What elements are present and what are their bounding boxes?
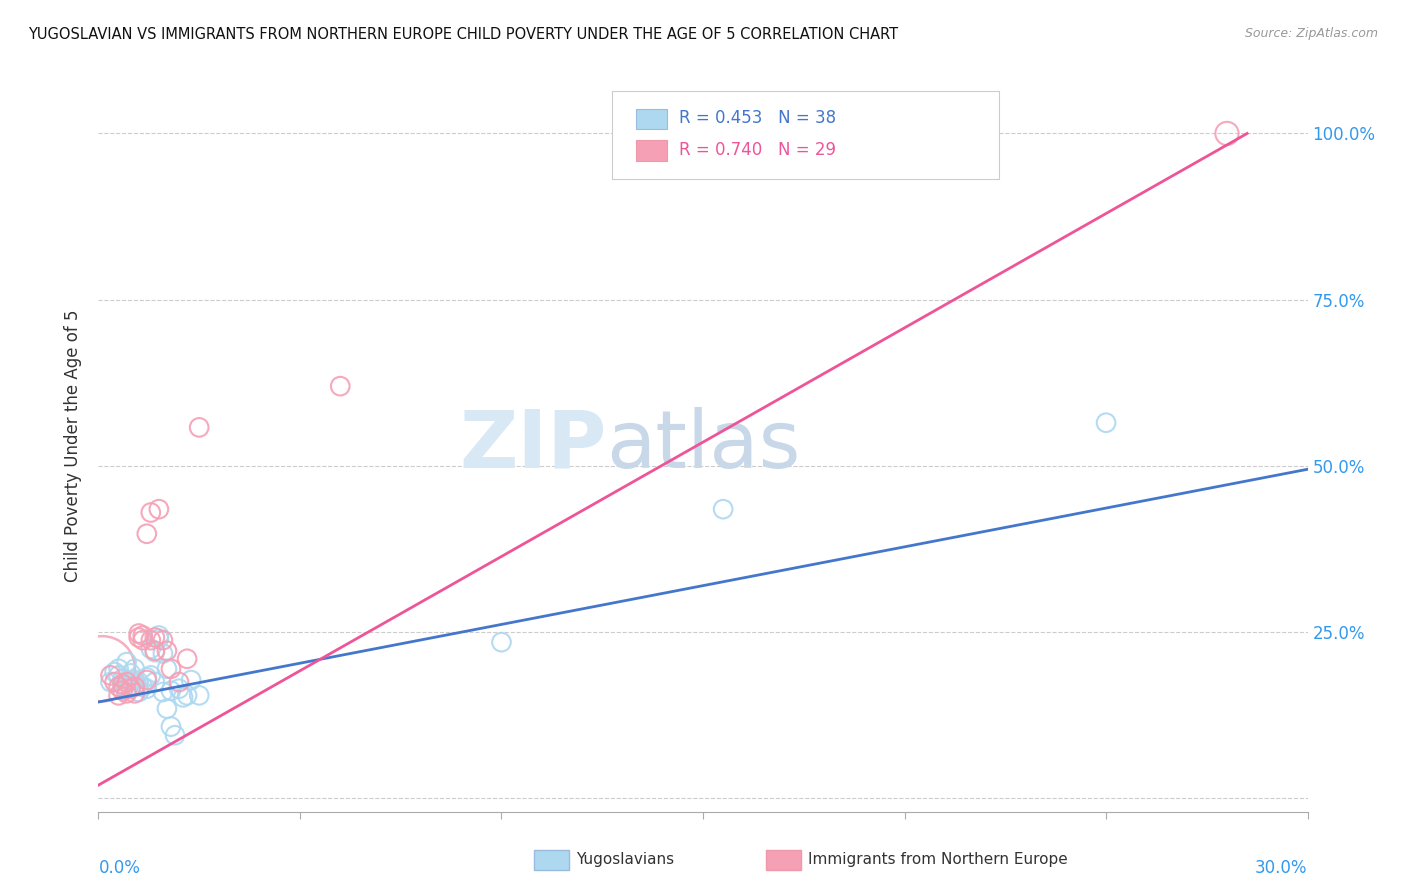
- Point: [135, 670, 157, 684]
- Point: [124, 662, 146, 676]
- Point: [135, 681, 157, 696]
- Text: atlas: atlas: [606, 407, 800, 485]
- Point: [100, 675, 122, 690]
- Point: [139, 641, 162, 656]
- Point: [148, 632, 170, 646]
- Point: [152, 633, 174, 648]
- Text: 0.0%: 0.0%: [98, 859, 141, 877]
- Point: [132, 680, 155, 694]
- Point: [491, 635, 513, 649]
- Point: [139, 506, 162, 520]
- Point: [128, 675, 150, 690]
- Text: R = 0.453   N = 38: R = 0.453 N = 38: [679, 109, 837, 127]
- Point: [111, 678, 134, 692]
- Point: [1216, 127, 1239, 141]
- FancyBboxPatch shape: [637, 109, 666, 129]
- Point: [143, 631, 166, 645]
- Point: [180, 673, 202, 687]
- Point: [143, 644, 166, 658]
- Point: [148, 628, 170, 642]
- Point: [160, 662, 183, 676]
- Text: ZIP: ZIP: [458, 407, 606, 485]
- Point: [160, 683, 183, 698]
- FancyBboxPatch shape: [613, 91, 1000, 179]
- Point: [139, 633, 162, 648]
- Point: [103, 665, 125, 679]
- Point: [128, 626, 150, 640]
- Text: 30.0%: 30.0%: [1256, 859, 1308, 877]
- Point: [120, 666, 142, 681]
- Point: [111, 683, 134, 698]
- Point: [152, 647, 174, 661]
- Point: [167, 681, 190, 696]
- Point: [813, 127, 835, 141]
- Point: [107, 680, 129, 694]
- Point: [124, 673, 146, 687]
- Point: [120, 675, 142, 690]
- Point: [139, 668, 162, 682]
- Point: [111, 672, 134, 686]
- Point: [107, 668, 129, 682]
- Point: [107, 662, 129, 676]
- Point: [132, 633, 155, 648]
- Point: [115, 686, 138, 700]
- FancyBboxPatch shape: [637, 140, 666, 161]
- Point: [128, 685, 150, 699]
- Point: [143, 675, 166, 690]
- Point: [172, 690, 194, 705]
- Point: [1095, 416, 1118, 430]
- Point: [107, 689, 129, 703]
- Point: [132, 628, 155, 642]
- Point: [115, 681, 138, 696]
- Point: [135, 526, 157, 541]
- Text: YUGOSLAVIAN VS IMMIGRANTS FROM NORTHERN EUROPE CHILD POVERTY UNDER THE AGE OF 5 : YUGOSLAVIAN VS IMMIGRANTS FROM NORTHERN …: [28, 27, 898, 42]
- Point: [160, 720, 183, 734]
- Point: [156, 644, 179, 658]
- Point: [111, 677, 134, 691]
- Point: [156, 701, 179, 715]
- Point: [167, 675, 190, 690]
- Text: Yugoslavians: Yugoslavians: [576, 853, 675, 867]
- Text: R = 0.740   N = 29: R = 0.740 N = 29: [679, 141, 835, 159]
- Point: [148, 502, 170, 516]
- Text: Source: ZipAtlas.com: Source: ZipAtlas.com: [1244, 27, 1378, 40]
- Point: [152, 685, 174, 699]
- Point: [120, 681, 142, 696]
- Point: [329, 379, 352, 393]
- Point: [115, 655, 138, 669]
- Point: [143, 645, 166, 659]
- Point: [115, 675, 138, 690]
- Point: [873, 127, 896, 141]
- Y-axis label: Child Poverty Under the Age of 5: Child Poverty Under the Age of 5: [65, 310, 83, 582]
- Point: [91, 662, 114, 676]
- Point: [103, 675, 125, 690]
- Point: [128, 631, 150, 645]
- Point: [156, 662, 179, 676]
- Point: [124, 686, 146, 700]
- Point: [188, 420, 211, 434]
- Point: [176, 689, 198, 703]
- Point: [100, 668, 122, 682]
- Point: [711, 502, 734, 516]
- Point: [135, 673, 157, 687]
- Point: [163, 728, 186, 742]
- Point: [176, 652, 198, 666]
- Point: [188, 689, 211, 703]
- Text: Immigrants from Northern Europe: Immigrants from Northern Europe: [808, 853, 1069, 867]
- Point: [124, 680, 146, 694]
